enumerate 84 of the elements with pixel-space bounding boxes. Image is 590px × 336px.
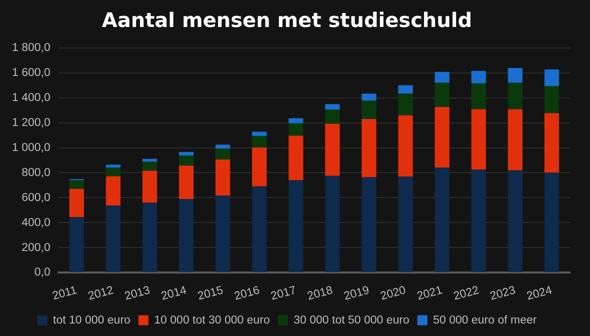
- bar: [544, 113, 560, 173]
- bar: [471, 70, 486, 84]
- x-tick-label: 2023: [488, 284, 517, 303]
- bar: [434, 72, 450, 83]
- y-tick-label: 1 200,0: [12, 117, 50, 130]
- bar: [398, 85, 413, 94]
- bar: [398, 94, 413, 116]
- bar: [106, 164, 120, 168]
- bar: [252, 186, 267, 272]
- x-tick-label: 2013: [124, 284, 152, 303]
- bar: [252, 132, 267, 136]
- bar: [398, 176, 413, 272]
- bar: [362, 94, 376, 101]
- bar: [178, 156, 194, 166]
- bar: [252, 148, 267, 186]
- legend-label: tot 10 000 euro: [53, 314, 130, 326]
- bar: [142, 202, 158, 272]
- bar: [69, 188, 84, 218]
- bar: [434, 82, 450, 108]
- bar: [508, 82, 522, 110]
- bar: [434, 168, 450, 272]
- bar: [508, 170, 522, 272]
- bar: [325, 124, 340, 176]
- y-tick-label: 600,0: [22, 192, 50, 204]
- bar: [69, 217, 84, 272]
- bar: [471, 170, 486, 272]
- x-tick-label: 2018: [306, 284, 334, 303]
- y-tick-label: 400,0: [22, 216, 50, 229]
- x-tick-label: 2021: [416, 284, 444, 303]
- bar: [544, 86, 560, 114]
- bar: [216, 160, 230, 196]
- bar: [362, 118, 376, 178]
- y-tick-label: 1 600,0: [12, 67, 50, 80]
- bar: [325, 110, 340, 124]
- bar: [142, 158, 158, 162]
- bar: [471, 109, 486, 170]
- bar: [471, 83, 486, 110]
- bar: [288, 118, 304, 124]
- bar: [178, 199, 194, 272]
- x-tick-label: 2017: [270, 284, 298, 303]
- bar: [178, 152, 194, 156]
- x-tick-label: 2015: [196, 284, 224, 303]
- x-tick-label: 2011: [51, 284, 78, 303]
- y-tick-label: 800,0: [22, 166, 50, 179]
- bar: [288, 123, 304, 136]
- x-tick-label: 2019: [342, 284, 371, 303]
- bar: [178, 166, 194, 200]
- x-tick-label: 2014: [160, 284, 188, 303]
- bar: [106, 206, 120, 272]
- bar: [434, 107, 450, 168]
- bar: [288, 136, 304, 180]
- bar: [106, 176, 120, 206]
- bar: [216, 195, 230, 272]
- y-tick-label: 1 800,0: [12, 42, 50, 54]
- chart-title: Aantal mensen met studieschuld: [102, 8, 472, 32]
- bar: [508, 68, 522, 83]
- bar: [69, 180, 84, 189]
- y-tick-label: 0,0: [34, 266, 50, 279]
- y-tick-label: 200,0: [22, 242, 50, 254]
- y-tick-label: 1 400,0: [12, 92, 50, 104]
- bar: [142, 170, 158, 203]
- x-tick-label: 2020: [379, 284, 408, 303]
- x-tick-label: 2024: [525, 284, 554, 303]
- bar: [142, 162, 158, 171]
- bar: [216, 144, 230, 149]
- legend-label: 50 000 euro of meer: [433, 314, 537, 326]
- x-tick-label: 2012: [86, 284, 115, 303]
- y-tick-label: 1 000,0: [12, 142, 50, 154]
- legend-label: 10 000 tot 30 000 euro: [154, 314, 270, 326]
- x-tick-label: 2022: [452, 284, 480, 303]
- bar: [216, 148, 230, 160]
- bar: [362, 177, 376, 272]
- bar: [252, 136, 267, 148]
- bar: [544, 172, 560, 272]
- bar: [288, 180, 304, 272]
- legend-label: 30 000 tot 50 000 euro: [294, 314, 410, 326]
- bar: [325, 176, 340, 272]
- x-tick-label: 2016: [233, 284, 261, 303]
- bar: [362, 100, 376, 119]
- bar: [398, 115, 413, 177]
- bar: [325, 104, 340, 110]
- bar: [106, 168, 120, 176]
- bar: [508, 109, 522, 170]
- bar: [544, 69, 560, 86]
